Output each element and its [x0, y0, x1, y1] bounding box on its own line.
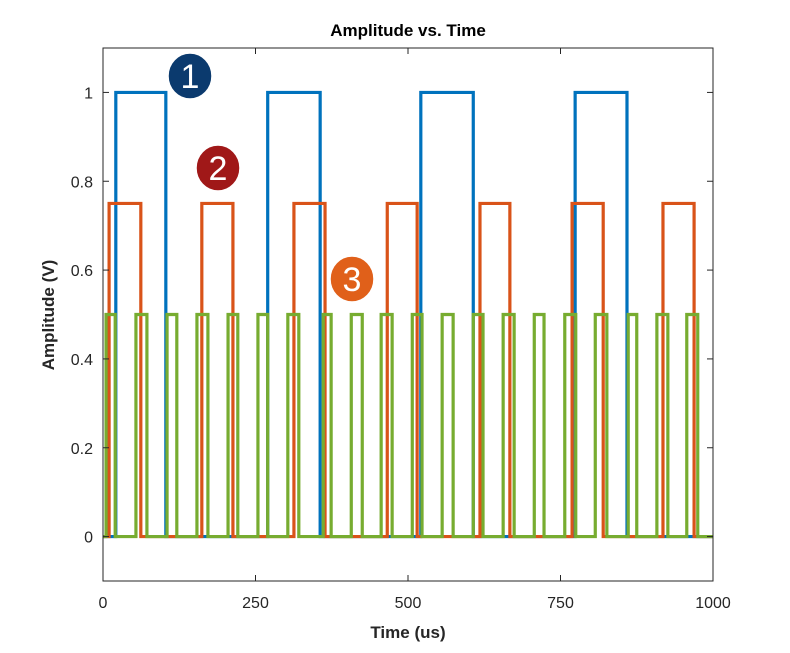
- annotation-label: 3: [343, 261, 362, 299]
- y-tick-label: 0.4: [71, 352, 93, 369]
- x-tick-label: 250: [242, 595, 269, 612]
- annotation-badge-1: [167, 52, 213, 100]
- series-2-line: [103, 201, 713, 539]
- y-tick-label: 0.6: [71, 263, 93, 280]
- annotation-badge-2: [195, 144, 241, 192]
- annotation-label: 2: [209, 150, 228, 188]
- x-axis-label: Time (us): [370, 623, 445, 642]
- x-tick-label: 750: [547, 595, 574, 612]
- series-3-line: [103, 312, 713, 539]
- y-tick-label: 0: [84, 530, 93, 547]
- annotation-badge-3: [329, 255, 375, 303]
- y-tick-label: 1: [84, 85, 93, 102]
- y-tick-label: 0.2: [71, 441, 93, 458]
- plot-frame: [102, 47, 714, 582]
- annotation-label: 1: [181, 58, 200, 96]
- chart-title: Amplitude vs. Time: [330, 21, 486, 40]
- x-tick-label: 500: [395, 595, 422, 612]
- x-tick-label: 0: [99, 595, 108, 612]
- y-tick-label: 0.8: [71, 174, 93, 191]
- series-1-line: [103, 90, 713, 539]
- x-tick-label: 1000: [695, 595, 731, 612]
- y-axis-label: Amplitude (V): [39, 260, 58, 371]
